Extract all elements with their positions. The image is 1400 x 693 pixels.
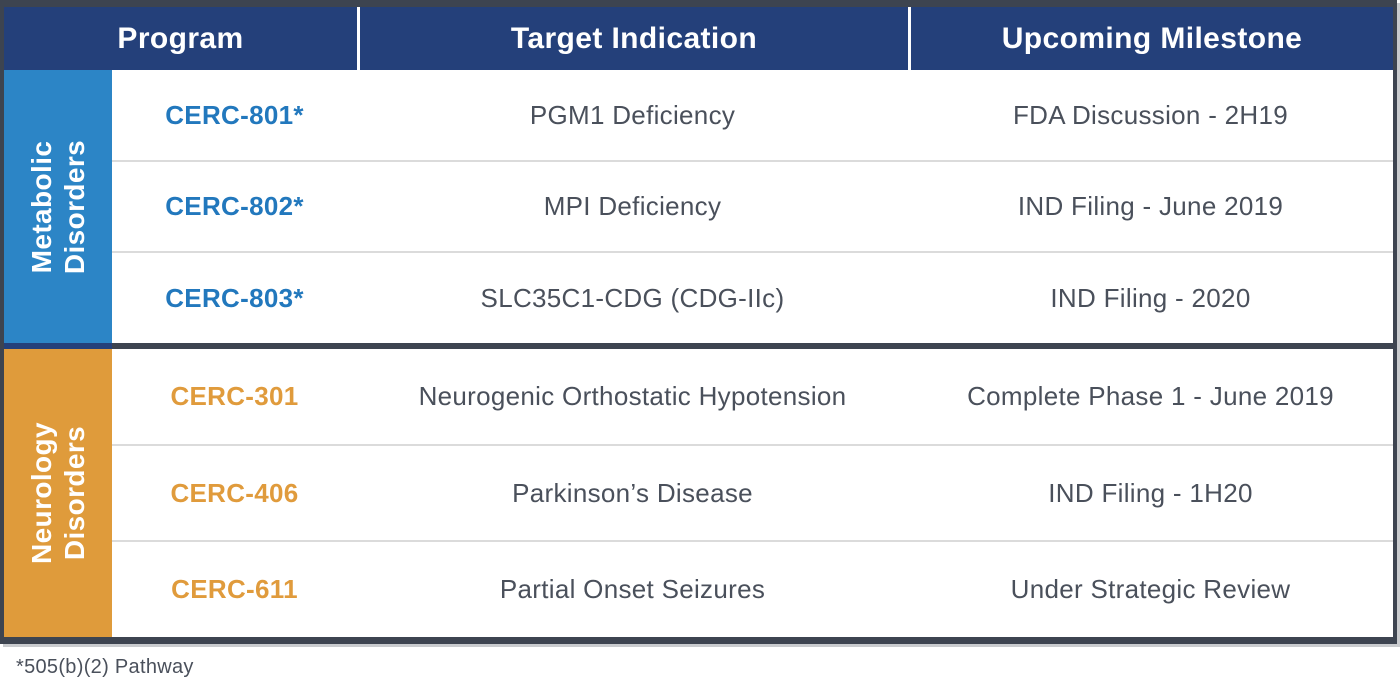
milestone-cell: IND Filing - 1H20 [1048,477,1253,508]
program-cell: CERC-301 [170,381,299,412]
table-row: CERC-801* PGM1 Deficiency FDA Discussion -… [112,70,1393,160]
program-cell: CERC-803* [165,282,304,313]
sidebar-label: Neurology Disorders [25,422,91,564]
sidebar-label-line1: Neurology [25,421,57,565]
sidebar-neurology-disorders: Neurology Disorders [4,349,112,637]
header-program: Program [117,21,244,55]
table-header-row: Program Target Indication Upcoming Miles… [4,7,1393,70]
table-row: CERC-406 Parkinson’s Disease IND Filing - … [112,443,1393,541]
milestone-cell: IND Filing - 2020 [1050,282,1251,313]
indication-cell: Partial Onset Seizures [499,574,766,605]
program-cell: CERC-801* [165,99,304,130]
header-divider [357,7,360,70]
section-metabolic-disorders: Metabolic Disorders CERC-801* PGM1 Defici… [4,70,1393,343]
section-divider [4,343,1393,349]
indication-cell: Neurogenic Orthostatic Hypotension [418,381,847,412]
program-cell: CERC-802* [165,191,304,222]
pipeline-table: Program Target Indication Upcoming Miles… [0,0,1397,644]
indication-cell: PGM1 Deficiency [529,99,736,130]
program-cell: CERC-611 [171,574,298,605]
sidebar-label: Metabolic Disorders [25,139,91,273]
indication-cell: SLC35C1-CDG (CDG-IIc) [480,282,785,313]
header-upcoming-milestone: Upcoming Milestone [1001,21,1303,55]
table-row: CERC-803* SLC35C1-CDG (CDG-IIc) IND Filing… [112,251,1393,343]
indication-cell: Parkinson’s Disease [512,477,753,508]
section-neurology-disorders: Neurology Disorders CERC-301 Neurogenic O… [4,349,1393,637]
header-divider [908,7,911,70]
milestone-cell: Under Strategic Review [1010,574,1291,605]
footnote: *505(b)(2) Pathway [16,656,194,678]
sidebar-metabolic-disorders: Metabolic Disorders [4,70,112,343]
section-divider-sidebar [4,343,112,349]
sidebar-label-line2: Disorders [59,425,90,561]
sidebar-label-line1: Metabolic [25,140,57,273]
table-row: CERC-611 Partial Onset Seizures Under Stra… [112,540,1393,637]
milestone-cell: Complete Phase 1 - June 2019 [967,381,1334,412]
table-row: CERC-802* MPI Deficiency IND Filing - June… [112,159,1393,252]
sidebar-label-line2: Disorders [59,139,90,274]
section-divider-body [112,343,1393,349]
milestone-cell: FDA Discussion - 2H19 [1012,99,1289,130]
section-rows: CERC-301 Neurogenic Orthostatic Hypotensi… [112,349,1393,637]
program-cell: CERC-406 [170,477,299,508]
table-row: CERC-301 Neurogenic Orthostatic Hypotensi… [112,349,1393,444]
indication-cell: MPI Deficiency [543,191,722,222]
section-rows: CERC-801* PGM1 Deficiency FDA Discussion -… [112,70,1393,343]
header-target-indication: Target Indication [510,21,758,55]
milestone-cell: IND Filing - June 2019 [1017,191,1284,222]
